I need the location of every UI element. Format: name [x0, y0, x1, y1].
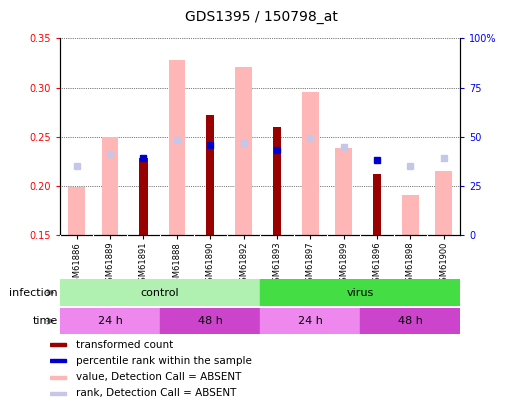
Text: time: time — [32, 316, 58, 326]
Text: rank, Detection Call = ABSENT: rank, Detection Call = ABSENT — [75, 388, 236, 398]
Text: percentile rank within the sample: percentile rank within the sample — [75, 356, 252, 366]
Text: value, Detection Call = ABSENT: value, Detection Call = ABSENT — [75, 372, 241, 382]
Bar — [302, 92, 319, 235]
Bar — [69, 187, 85, 235]
Bar — [139, 158, 147, 235]
Bar — [260, 279, 460, 306]
Bar — [335, 149, 352, 235]
Bar — [60, 308, 160, 334]
Bar — [206, 115, 214, 235]
Bar — [102, 137, 119, 235]
Bar — [272, 127, 281, 235]
Bar — [435, 171, 452, 235]
Text: GDS1395 / 150798_at: GDS1395 / 150798_at — [185, 10, 338, 24]
Bar — [260, 308, 360, 334]
Text: 24 h: 24 h — [98, 316, 122, 326]
Bar — [160, 308, 260, 334]
Bar — [402, 195, 418, 235]
Bar — [50, 359, 66, 362]
Text: 48 h: 48 h — [398, 316, 423, 326]
Text: 48 h: 48 h — [198, 316, 223, 326]
Text: transformed count: transformed count — [75, 340, 173, 350]
Bar — [168, 60, 185, 235]
Bar — [50, 392, 66, 395]
Bar — [50, 375, 66, 379]
Bar — [235, 67, 252, 235]
Bar — [360, 308, 460, 334]
Text: 24 h: 24 h — [298, 316, 323, 326]
Bar — [60, 279, 260, 306]
Text: virus: virus — [347, 288, 374, 298]
Bar — [50, 343, 66, 346]
Text: control: control — [141, 288, 179, 298]
Text: infection: infection — [9, 288, 58, 298]
Bar — [373, 174, 381, 235]
